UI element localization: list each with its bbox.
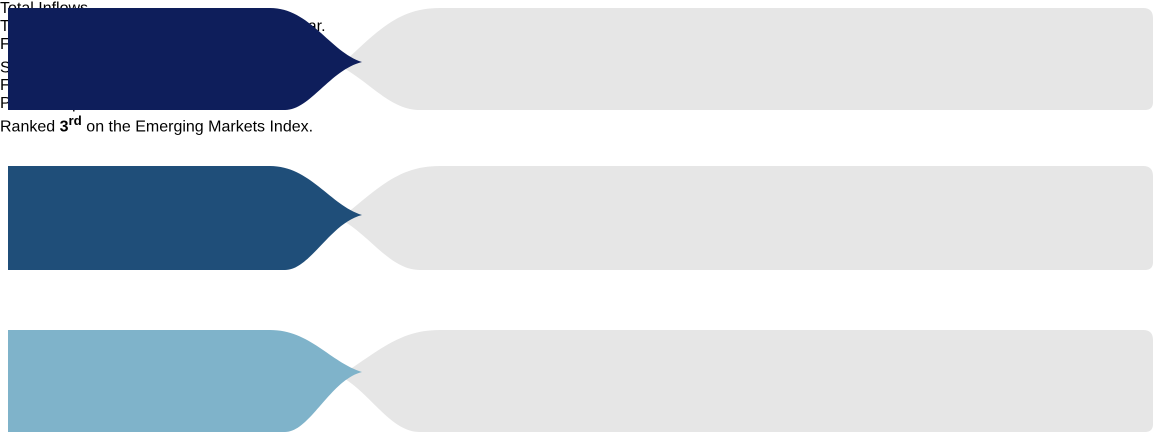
- label-shape: [8, 8, 362, 110]
- text-panel: [340, 330, 1153, 432]
- text-segment: 3: [59, 118, 69, 136]
- label-shape: [8, 330, 362, 432]
- superscript: rd: [68, 113, 82, 129]
- text-panel: [340, 166, 1153, 270]
- text-segment: Ranked: [0, 118, 60, 136]
- label-shape: [8, 166, 362, 270]
- text-segment: on the Emerging Markets Index.: [81, 118, 314, 136]
- text-panel: [340, 8, 1153, 110]
- row-text-line: Ranked 3rd on the Emerging Markets Index…: [0, 113, 1153, 136]
